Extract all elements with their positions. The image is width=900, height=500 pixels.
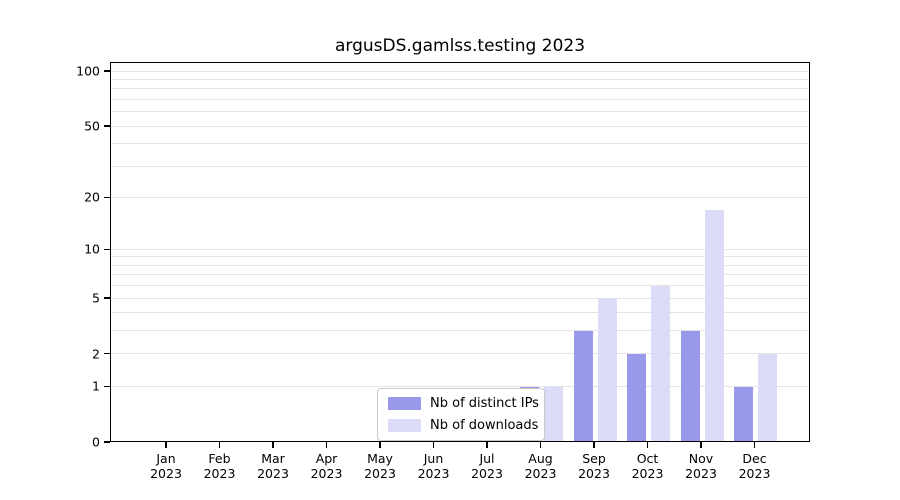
x-tick-label-oct: Oct 2023 xyxy=(631,451,664,481)
legend-item-downloads: Nb of downloads xyxy=(388,418,538,433)
x-tick-mark-jun xyxy=(432,442,435,448)
x-tick-label-nov: Nov 2023 xyxy=(685,451,717,481)
plot-area xyxy=(110,62,810,442)
y-tick-mark-0 xyxy=(104,441,110,443)
x-tick-mark-apr xyxy=(325,442,328,448)
gridline-1 xyxy=(111,385,809,387)
y-tick-mark-100 xyxy=(104,70,110,72)
x-tick-mark-oct xyxy=(646,442,649,448)
gridline-8 xyxy=(111,264,809,266)
x-tick-mark-nov xyxy=(700,442,702,448)
y-tick-mark-1 xyxy=(104,385,110,387)
gridline-80 xyxy=(111,88,809,90)
y-tick-mark-20 xyxy=(104,196,110,198)
x-tick-mark-jul xyxy=(486,442,488,448)
x-tick-label-jun: Jun 2023 xyxy=(417,451,450,481)
gridline-60 xyxy=(111,111,809,113)
legend-item-distinct-ips: Nb of distinct IPs xyxy=(388,396,539,411)
chart-title: argusDS.gamlss.testing 2023 xyxy=(334,36,586,56)
y-tick-mark-5 xyxy=(104,297,110,299)
gridline-6 xyxy=(111,285,809,287)
x-tick-label-jul: Jul 2023 xyxy=(471,451,503,481)
legend-swatch-distinct-ips xyxy=(388,397,421,410)
bar-distinct-ips-nov xyxy=(680,330,700,441)
legend-label-distinct-ips: Nb of distinct IPs xyxy=(430,396,539,411)
legend: Nb of distinct IPs Nb of downloads xyxy=(377,388,545,441)
gridline-40 xyxy=(111,143,809,145)
x-tick-label-feb: Feb 2023 xyxy=(203,451,236,481)
x-tick-mark-feb xyxy=(218,442,221,448)
x-tick-label-sep: Sep 2023 xyxy=(578,451,610,481)
y-tick-label-0: 0 xyxy=(92,434,100,450)
y-tick-mark-2 xyxy=(104,352,110,355)
x-tick-mark-sep xyxy=(593,442,595,448)
bar-distinct-ips-sep xyxy=(573,330,593,441)
gridline-5 xyxy=(111,297,809,299)
gridline-10 xyxy=(111,248,809,250)
y-tick-mark-10 xyxy=(104,248,110,250)
bar-downloads-nov xyxy=(704,210,724,441)
bar-distinct-ips-dec xyxy=(734,386,753,441)
gridline-20 xyxy=(111,196,809,198)
y-tick-label-2: 2 xyxy=(92,346,100,362)
bar-distinct-ips-oct xyxy=(627,354,646,441)
gridline-3 xyxy=(111,330,809,332)
gridline-2 xyxy=(111,353,809,355)
x-tick-mark-jan xyxy=(165,442,167,448)
gridline-70 xyxy=(111,98,809,100)
gridline-100 xyxy=(111,70,809,72)
y-tick-label-1: 1 xyxy=(92,378,100,394)
y-tick-mark-50 xyxy=(104,125,110,127)
gridline-50 xyxy=(111,125,809,127)
legend-swatch-downloads xyxy=(388,419,421,432)
gridline-90 xyxy=(111,78,809,80)
bar-downloads-oct xyxy=(651,285,670,441)
y-tick-label-10: 10 xyxy=(84,241,100,257)
y-tick-label-100: 100 xyxy=(76,63,100,79)
gridline-7 xyxy=(111,274,809,276)
gridline-30 xyxy=(111,165,809,167)
x-tick-label-aug: Aug 2023 xyxy=(524,451,557,481)
legend-label-downloads: Nb of downloads xyxy=(430,418,539,433)
x-tick-label-jan: Jan 2023 xyxy=(150,451,182,481)
x-tick-mark-may xyxy=(379,442,381,448)
x-tick-mark-aug xyxy=(539,442,542,448)
bar-downloads-sep xyxy=(597,298,617,441)
gridline-9 xyxy=(111,256,809,258)
x-tick-mark-dec xyxy=(753,442,756,448)
x-tick-label-mar: Mar 2023 xyxy=(257,451,289,481)
x-tick-mark-mar xyxy=(272,442,274,448)
y-tick-label-5: 5 xyxy=(92,290,100,306)
gridline-4 xyxy=(111,312,809,314)
bar-downloads-dec xyxy=(758,354,777,441)
x-tick-label-dec: Dec 2023 xyxy=(738,451,771,481)
x-tick-label-apr: Apr 2023 xyxy=(310,451,343,481)
x-tick-label-may: May 2023 xyxy=(364,451,396,481)
y-tick-label-20: 20 xyxy=(84,189,100,205)
bar-downloads-aug xyxy=(544,386,563,441)
y-tick-label-50: 50 xyxy=(84,118,100,134)
